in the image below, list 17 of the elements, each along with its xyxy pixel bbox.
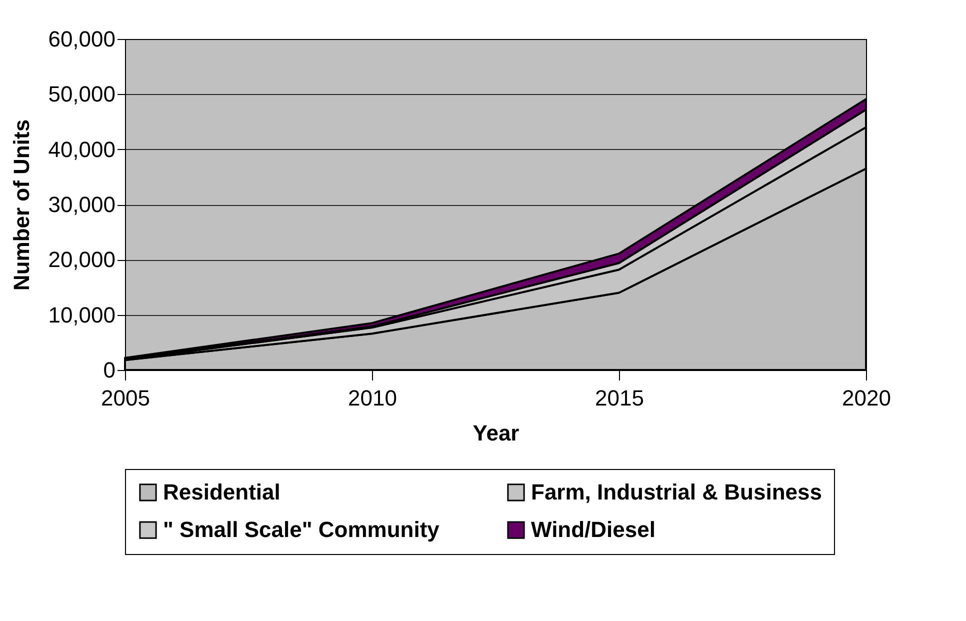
y-tick-label: 50,000 [48, 82, 116, 107]
y-tick-label: 10,000 [48, 302, 116, 328]
x-tick-label: 2020 [842, 386, 891, 410]
y-tick-label: 60,000 [48, 26, 116, 52]
y-tick-label: 0 [103, 358, 116, 382]
legend-label: Farm, Industrial & Business [531, 479, 822, 504]
legend-label: Residential [163, 479, 280, 504]
y-tick-label: 30,000 [48, 192, 116, 217]
legend-label: " Small Scale" Community [163, 517, 440, 542]
x-tick-label: 2010 [348, 386, 397, 410]
y-tick-label: 20,000 [48, 247, 116, 272]
x-tick-label: 2015 [595, 386, 644, 410]
y-tick-label: 40,000 [48, 136, 116, 162]
y-axis-title: Number of Units [9, 119, 34, 291]
x-tick-label: 2005 [101, 386, 150, 410]
x-axis-title: Year [472, 420, 520, 446]
legend-label: Wind/Diesel [531, 517, 656, 542]
